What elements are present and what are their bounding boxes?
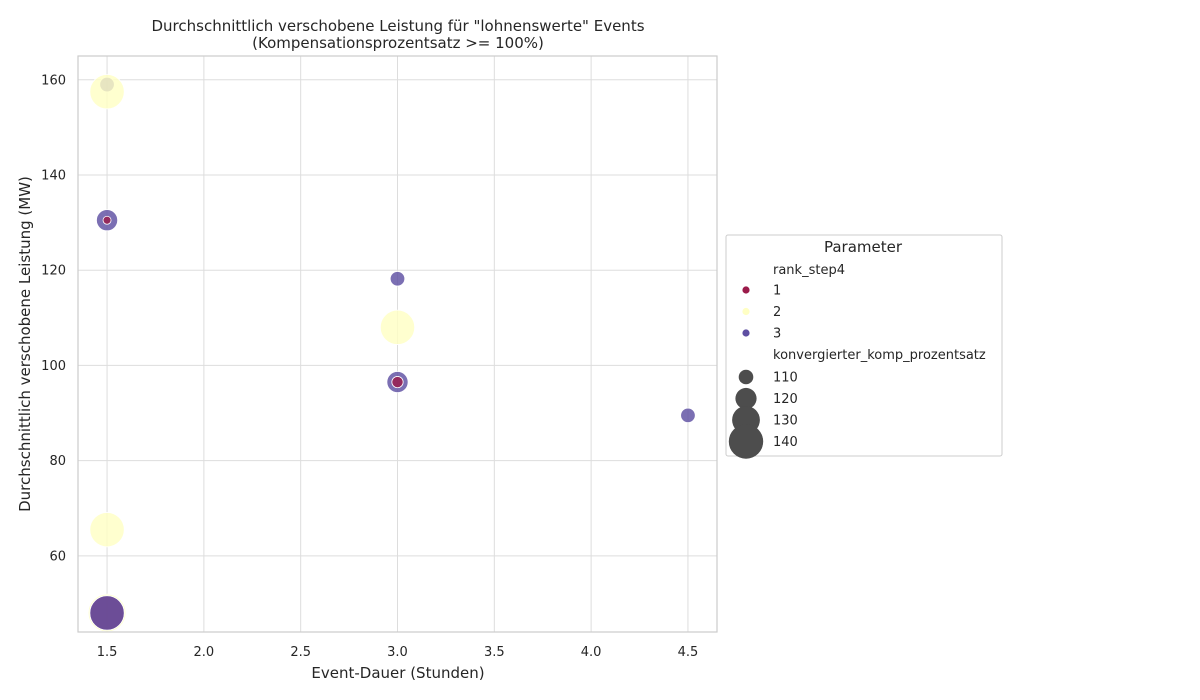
y-tick-label: 140 [41, 169, 66, 184]
x-tick-label: 3.5 [484, 645, 505, 660]
y-axis-label: Durchschnittlich verschobene Leistung (M… [16, 176, 34, 512]
x-tick-label: 2.5 [290, 645, 311, 660]
data-point [391, 376, 404, 389]
plot-frame [77, 55, 718, 633]
legend-size-label: 140 [773, 435, 798, 450]
data-point [89, 74, 125, 110]
x-tick-label: 4.5 [678, 645, 699, 660]
legend-size-label: 120 [773, 392, 798, 407]
legend-hue-title: rank_step4 [773, 263, 845, 278]
legend-size-marker [728, 424, 764, 459]
legend-size-title: konvergierter_komp_prozentsatz [773, 348, 986, 363]
y-tick-label: 60 [49, 549, 66, 564]
x-axis-label: Event-Dauer (Stunden) [311, 664, 484, 682]
legend-hue-label: 2 [773, 305, 781, 320]
legend-size-items: 110 120 130 140 [728, 369, 798, 459]
x-tick-label: 1.5 [97, 645, 118, 660]
x-tick-label: 4.0 [581, 645, 602, 660]
grid [78, 56, 717, 632]
y-tick-label: 80 [49, 454, 66, 469]
x-tick-label: 2.0 [194, 645, 215, 660]
legend-hue-marker [742, 307, 750, 316]
data-point [680, 407, 696, 424]
legend-hue-label: 1 [773, 284, 781, 299]
data-point [102, 215, 112, 225]
legend-hue-label: 3 [773, 327, 781, 342]
legend: Parameter rank_step4 1 2 3 konvergierter_k… [725, 234, 1003, 459]
y-tick-label: 160 [41, 73, 66, 88]
y-tick-labels: 60 80 100 120 140 160 [41, 73, 66, 564]
legend-size-marker [738, 369, 754, 385]
legend-size-label: 110 [773, 371, 798, 386]
data-point [379, 309, 416, 345]
data-point [89, 595, 125, 631]
data-point [389, 271, 406, 287]
data-point [89, 512, 125, 548]
x-tick-label: 3.0 [387, 645, 408, 660]
y-tick-label: 120 [41, 264, 66, 279]
legend-hue-marker [742, 329, 750, 337]
legend-hue-marker [742, 286, 750, 294]
legend-hue-items: 1 2 3 [742, 284, 781, 342]
legend-title: Parameter [824, 238, 903, 256]
chart-title: Durchschnittlich verschobene Leistung fü… [151, 17, 644, 35]
data-points [87, 74, 696, 633]
chart-subtitle: (Kompensationsprozentsatz >= 100%) [252, 34, 544, 52]
legend-size-label: 130 [773, 414, 798, 429]
x-tick-labels: 1.5 2.0 2.5 3.0 3.5 4.0 4.5 [97, 645, 699, 660]
legend-size-marker [735, 387, 757, 410]
legend-box [725, 234, 1003, 457]
y-tick-label: 100 [41, 359, 66, 374]
plot-area [77, 55, 718, 633]
